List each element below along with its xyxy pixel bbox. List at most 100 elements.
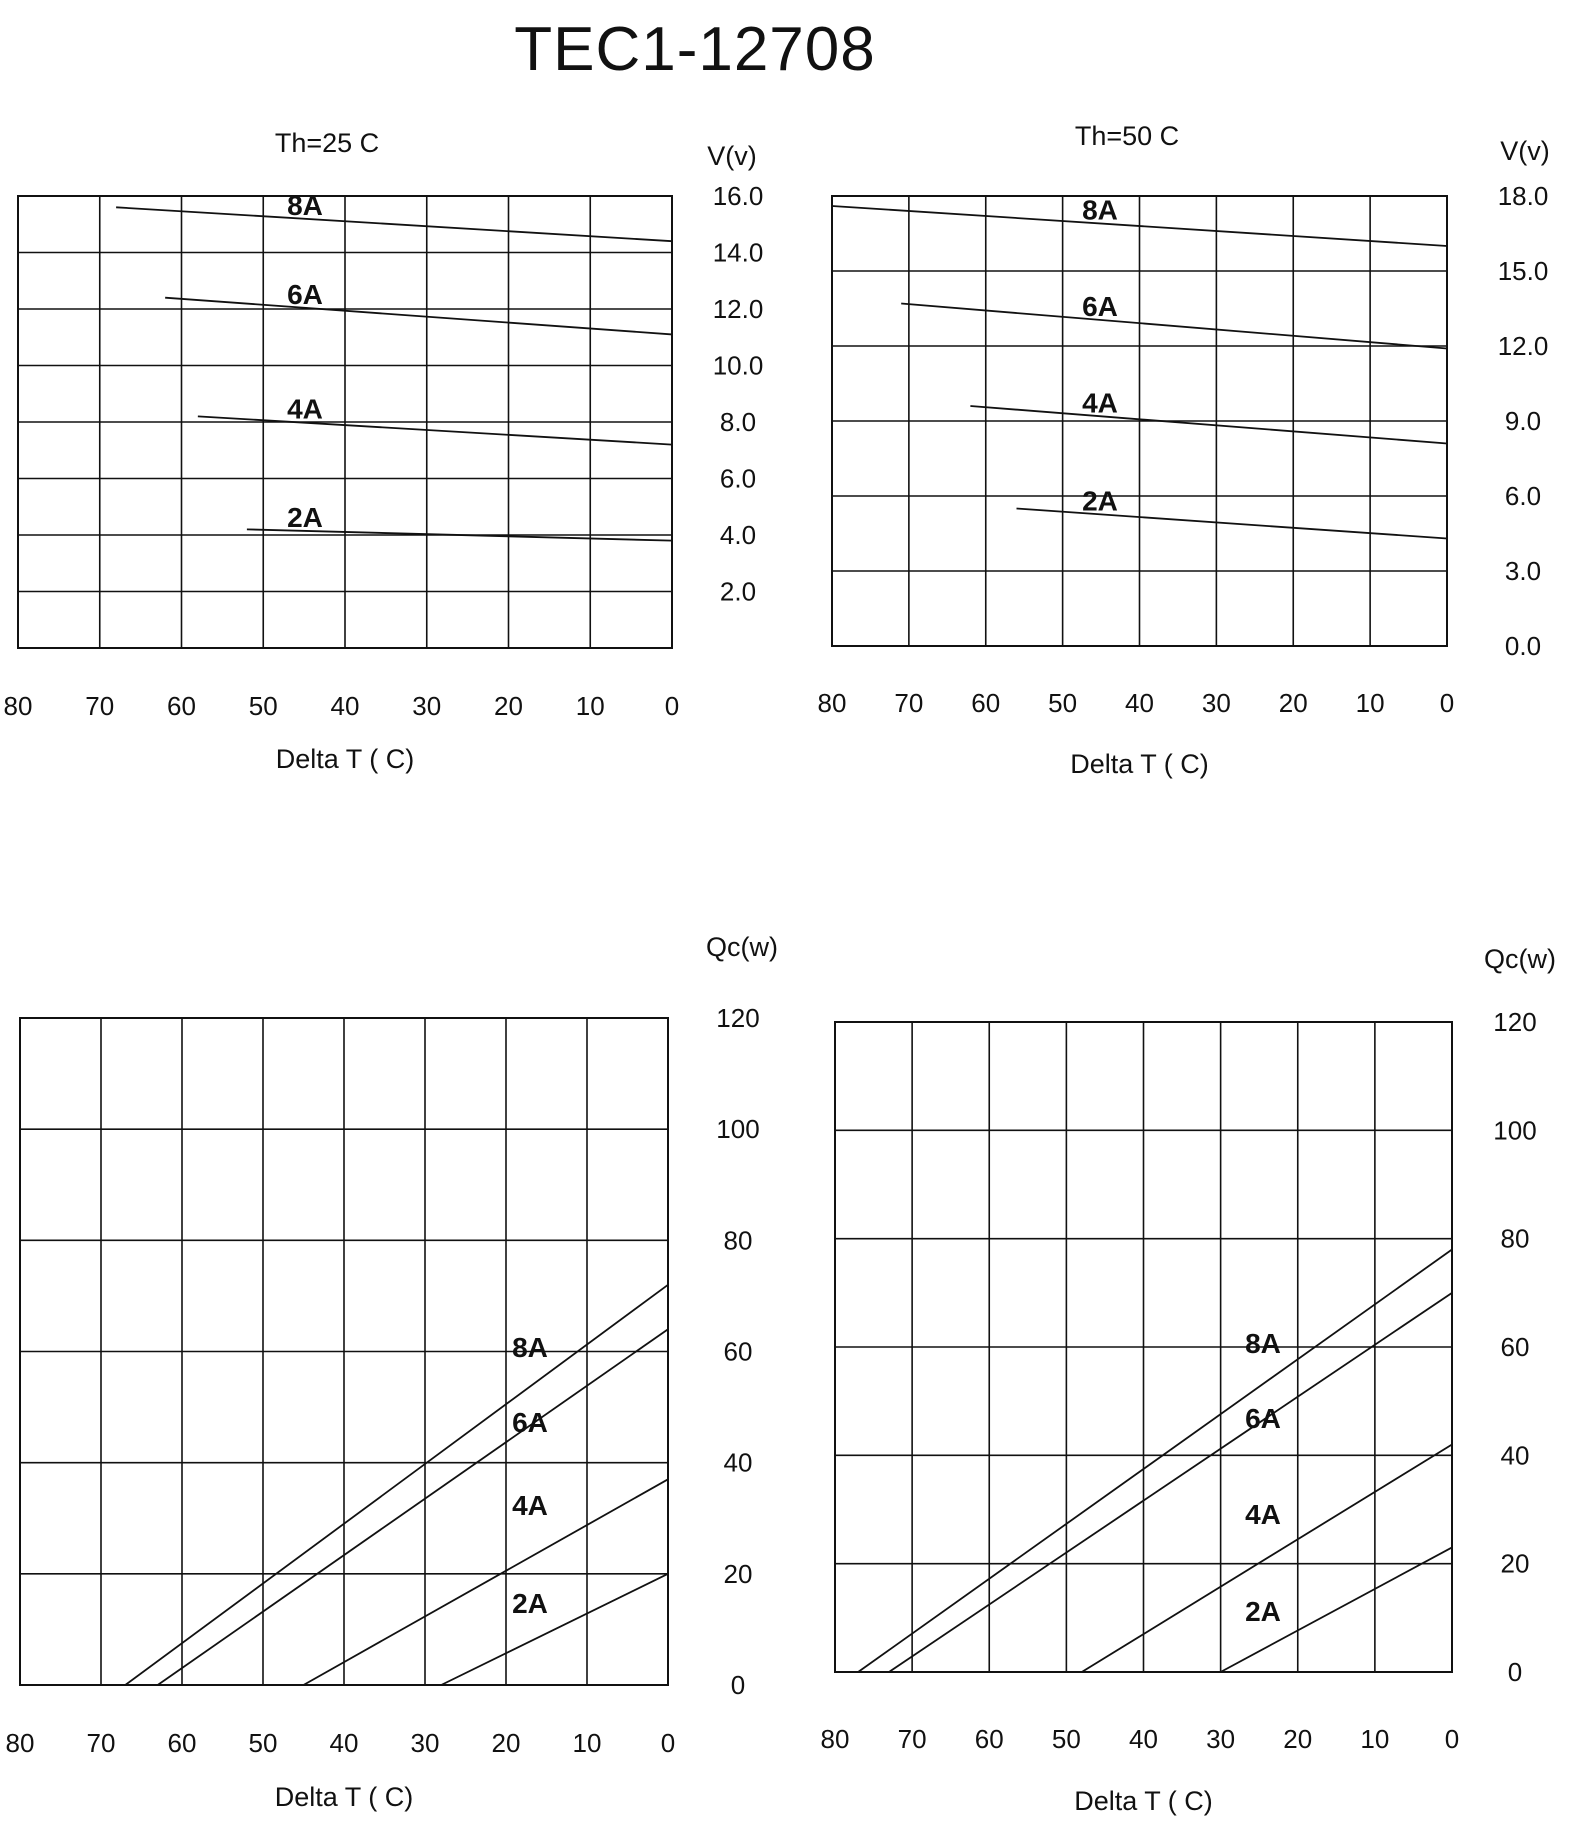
- series-label-4a: 4A: [512, 1490, 548, 1521]
- y-tick-label: 8.0: [720, 407, 756, 437]
- series-line-6a: [901, 302, 1448, 350]
- series-label-8a: 8A: [287, 190, 323, 221]
- x-tick-label: 40: [331, 691, 360, 721]
- y-tick-label: 20: [1501, 1549, 1530, 1579]
- series-label-6a: 6A: [512, 1407, 548, 1438]
- x-axis-label: Delta T ( C): [1074, 1786, 1213, 1816]
- x-tick-label: 10: [1360, 1724, 1389, 1754]
- series-line-4a: [970, 405, 1448, 445]
- x-tick-label: 0: [1440, 688, 1454, 718]
- voltage-chart-th50: Th=50 C V(v) 18.0 15.0 12.0 9.0 6.0 3.0 0.0 80 70 6…: [818, 121, 1550, 779]
- x-tick-label: 50: [1052, 1724, 1081, 1754]
- x-tick-label: 30: [1202, 688, 1231, 718]
- series-label-8a: 8A: [1245, 1328, 1281, 1359]
- y-tick-label: 2.0: [720, 577, 756, 607]
- x-axis-label: Delta T ( C): [276, 744, 415, 774]
- y-tick-label: 12.0: [1498, 331, 1549, 361]
- series-label-8a: 8A: [1082, 195, 1118, 226]
- x-tick-label: 70: [87, 1728, 116, 1758]
- series-label-2a: 2A: [287, 502, 323, 533]
- series-line-8a: [124, 1284, 669, 1686]
- x-tick-label: 60: [168, 1728, 197, 1758]
- y-tick-label: 10.0: [713, 351, 764, 381]
- x-tick-label: 50: [249, 1728, 278, 1758]
- x-tick-label: 20: [494, 691, 523, 721]
- y-tick-label: 18.0: [1498, 181, 1549, 211]
- series-label-2a: 2A: [1245, 1596, 1281, 1627]
- x-tick-label: 40: [330, 1728, 359, 1758]
- x-axis-label: Delta T ( C): [1070, 749, 1209, 779]
- y-tick-label: 40: [1501, 1440, 1530, 1470]
- x-tick-label: 20: [1283, 1724, 1312, 1754]
- x-tick-label: 50: [249, 691, 278, 721]
- y-tick-label: 14.0: [713, 238, 764, 268]
- y-tick-label: 9.0: [1505, 406, 1541, 436]
- y-axis-label: Qc(w): [1484, 944, 1556, 974]
- y-tick-label: 20: [724, 1559, 753, 1589]
- y-tick-label: 12.0: [713, 294, 764, 324]
- x-tick-label: 10: [573, 1728, 602, 1758]
- x-tick-label: 70: [894, 688, 923, 718]
- y-tick-label: 0: [1508, 1657, 1522, 1687]
- x-tick-label: 20: [1279, 688, 1308, 718]
- series-line-2a: [1220, 1546, 1453, 1673]
- series-line-6a: [888, 1292, 1453, 1673]
- y-axis-label: Qc(w): [706, 932, 778, 962]
- y-tick-label: 15.0: [1498, 256, 1549, 286]
- x-tick-label: 60: [971, 688, 1000, 718]
- x-tick-label: 30: [1206, 1724, 1235, 1754]
- y-tick-label: 120: [716, 1003, 759, 1033]
- series-label-6a: 6A: [287, 279, 323, 310]
- series-label-8a: 8A: [512, 1332, 548, 1363]
- series-line-8a: [831, 205, 1448, 247]
- x-tick-label: 70: [898, 1724, 927, 1754]
- plot-frame: [834, 1021, 1453, 1673]
- y-tick-label: 60: [1501, 1332, 1530, 1362]
- series-line-2a: [1016, 507, 1448, 540]
- x-tick-label: 0: [661, 1728, 675, 1758]
- series-label-4a: 4A: [1245, 1499, 1281, 1530]
- y-axis-label: V(v): [707, 141, 757, 171]
- series-label-2a: 2A: [1082, 485, 1118, 516]
- x-tick-label: 80: [6, 1728, 35, 1758]
- x-tick-label: 50: [1048, 688, 1077, 718]
- series-line-2a: [440, 1573, 669, 1686]
- y-tick-label: 0.0: [1505, 631, 1541, 661]
- x-axis-label: Delta T ( C): [275, 1782, 414, 1812]
- y-tick-label: 0: [731, 1670, 745, 1700]
- y-tick-label: 100: [1493, 1115, 1536, 1145]
- x-tick-label: 80: [4, 691, 33, 721]
- x-tick-label: 60: [167, 691, 196, 721]
- main-title: TEC1-12708: [514, 15, 876, 84]
- series-label-4a: 4A: [287, 394, 323, 425]
- chart-subtitle: Th=50 C: [1075, 121, 1179, 151]
- series-line-4a: [1081, 1443, 1453, 1673]
- series-line-4a: [303, 1478, 669, 1686]
- series-label-2a: 2A: [512, 1588, 548, 1619]
- series-line-2a: [246, 528, 673, 542]
- voltage-chart-th25: Th=25 C V(v) 16.0 14.0 12.0 10.0 8.0 6.0 4.0 2.0 8…: [4, 128, 764, 774]
- x-tick-label: 30: [412, 691, 441, 721]
- x-tick-label: 0: [665, 691, 679, 721]
- series-line-4a: [197, 415, 673, 446]
- series-label-6a: 6A: [1245, 1403, 1281, 1434]
- x-tick-label: 20: [492, 1728, 521, 1758]
- y-axis-label: V(v): [1500, 136, 1550, 166]
- series-line-8a: [116, 206, 673, 243]
- y-tick-label: 120: [1493, 1007, 1536, 1037]
- plot-frame: [831, 195, 1448, 647]
- series-label-6a: 6A: [1082, 291, 1118, 322]
- x-tick-label: 80: [821, 1724, 850, 1754]
- x-tick-label: 10: [576, 691, 605, 721]
- plot-frame: [19, 1017, 669, 1686]
- y-tick-label: 60: [724, 1337, 753, 1367]
- x-tick-label: 40: [1125, 688, 1154, 718]
- x-tick-label: 10: [1356, 688, 1385, 718]
- chart-subtitle: Th=25 C: [275, 128, 379, 158]
- y-tick-label: 16.0: [713, 181, 764, 211]
- x-tick-label: 40: [1129, 1724, 1158, 1754]
- x-tick-label: 80: [818, 688, 847, 718]
- x-tick-label: 60: [975, 1724, 1004, 1754]
